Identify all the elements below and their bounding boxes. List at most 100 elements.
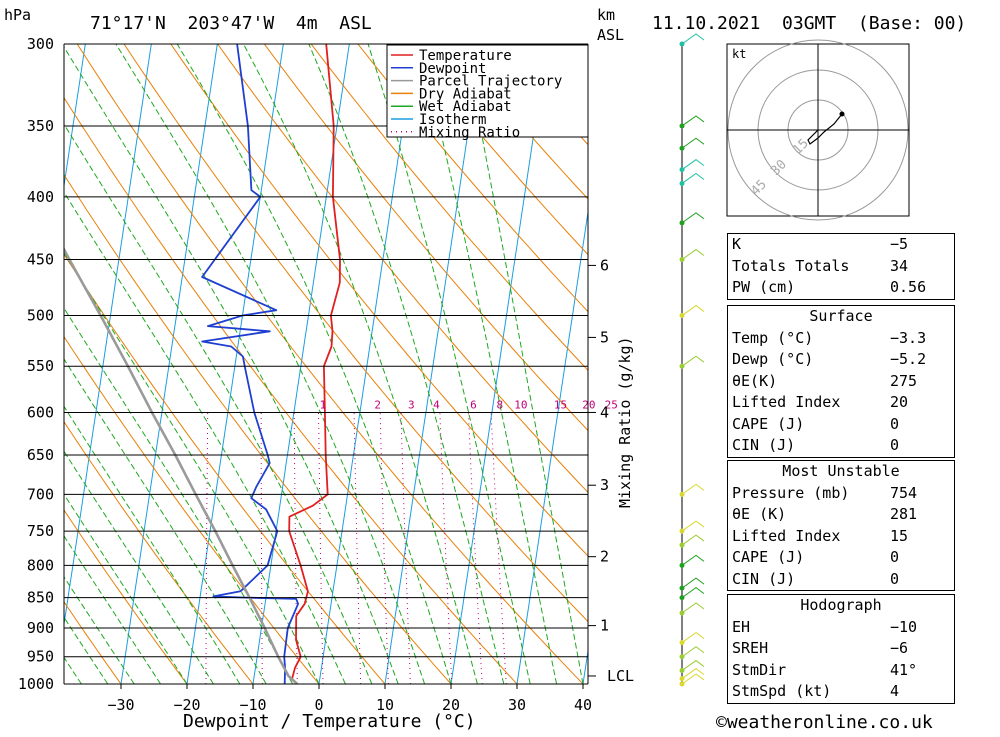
dewpoint-profile-line	[202, 44, 298, 684]
isotherm-line	[0, 44, 19, 684]
wind-barb	[682, 521, 704, 531]
wind-barb	[682, 356, 704, 366]
index-value: 41°	[890, 660, 950, 682]
index-label: θE (K)	[732, 504, 786, 526]
temperature-profile-line	[289, 44, 340, 684]
wind-barb	[682, 138, 704, 148]
index-value: 0	[890, 569, 950, 591]
mixing-ratio-line	[354, 413, 361, 685]
km-tick-label: 4	[600, 403, 609, 421]
lcl-label: LCL	[607, 667, 634, 685]
km-tick-label: 5	[600, 328, 609, 346]
mixing-ratio-line	[261, 413, 262, 685]
index-value: −5.2	[890, 349, 950, 371]
km-tick-label: 1	[600, 617, 609, 635]
index-label: Dewp (°C)	[732, 349, 813, 371]
index-value: 20	[890, 392, 950, 414]
index-label: StmSpd (kt)	[732, 681, 831, 703]
index-row-k: K−5	[728, 234, 954, 256]
mixing-ratio-axis-title: Mixing Ratio (g/kg)	[616, 336, 634, 508]
wind-barb	[682, 306, 704, 316]
mixing-ratio-line	[401, 413, 411, 685]
mixing-ratio-tick-label: 6	[470, 398, 477, 411]
mixing-ratio-tick-label: 8	[496, 398, 503, 411]
index-label: CAPE (J)	[732, 547, 804, 569]
index-value: 0	[890, 435, 950, 457]
pressure-tick-label: 950	[27, 648, 54, 666]
hodograph-row: StmSpd (kt) 4	[728, 681, 954, 703]
wind-barb	[682, 250, 704, 260]
surface-row: θE(K)275	[728, 371, 954, 393]
dry-adiabat-line	[0, 44, 385, 684]
index-value: 754	[890, 483, 950, 505]
index-value: 15	[890, 526, 950, 548]
pressure-tick-label: 400	[27, 188, 54, 206]
hodograph-title: Hodograph	[728, 595, 954, 617]
site-credit: ©weatheronline.co.uk	[716, 712, 933, 733]
wind-barb	[682, 647, 704, 657]
wind-barb	[682, 578, 704, 588]
isotherm-line	[517, 44, 613, 684]
pressure-tick-label: 500	[27, 307, 54, 325]
mixing-ratio-tick-label: 4	[433, 398, 440, 411]
mixing-ratio-line	[440, 413, 452, 685]
km-tick-label: 2	[600, 548, 609, 566]
pressure-tick-label: 550	[27, 357, 54, 375]
index-value: 275	[890, 371, 950, 393]
index-label: EH	[732, 617, 750, 639]
wind-barb	[682, 173, 704, 183]
index-value: 281	[890, 504, 950, 526]
index-value: −5	[890, 234, 950, 256]
surface-row: CAPE (J) 0	[728, 414, 954, 436]
mixing-ratio-tick-label: 20	[582, 398, 595, 411]
pressure-tick-label: 850	[27, 589, 54, 607]
most-unstable-row: CIN (J)0	[728, 569, 954, 591]
km-unit-label: km	[597, 6, 615, 24]
index-value: −10	[890, 617, 950, 639]
most-unstable-title: Most Unstable	[728, 461, 954, 483]
mixing-ratio-lines	[206, 413, 506, 685]
index-label: Lifted Index	[732, 392, 840, 414]
mixing-ratio-tick-label: 1	[320, 398, 327, 411]
mixing-ratio-tick-label: 2	[374, 398, 381, 411]
surface-row: Dewp (°C) −5.2	[728, 349, 954, 371]
isotherm-line	[253, 44, 349, 684]
hpa-unit-label: hPa	[4, 6, 31, 24]
hodograph-unit-label: kt	[732, 47, 746, 61]
index-label: Totals Totals	[732, 256, 849, 278]
index-value: 0	[890, 414, 950, 436]
mixing-ratio-line	[380, 413, 388, 685]
hodograph-row: EH −10	[728, 617, 954, 639]
index-label: CAPE (J)	[732, 414, 804, 436]
datetime-title: 11.10.2021 03GMT (Base: 00)	[652, 13, 966, 34]
wind-barb	[682, 661, 704, 671]
wind-barb	[682, 34, 704, 44]
mixing-ratio-tick-label: 15	[554, 398, 567, 411]
x-tick-label: 40	[574, 696, 592, 714]
index-row-totals: Totals Totals 34	[728, 256, 954, 278]
index-label: Temp (°C)	[732, 328, 813, 350]
wind-barb	[682, 674, 704, 684]
km-tick-label: 3	[600, 476, 609, 494]
x-axis-title: Dewpoint / Temperature (°C)	[183, 711, 476, 732]
dry-adiabat-line	[0, 44, 451, 684]
most-unstable-row: θE (K) 281	[728, 504, 954, 526]
index-value: 4	[890, 681, 950, 703]
index-value: −6	[890, 638, 950, 660]
wind-barb	[682, 484, 704, 494]
surface-table: Surface Temp (°C)−3.3 Dewp (°C)−5.2 θE(K…	[727, 305, 955, 458]
x-tick-label: −30	[107, 696, 134, 714]
pressure-tick-label: 300	[27, 35, 54, 53]
asl-unit-label: ASL	[597, 26, 624, 44]
wet-adiabat-line	[177, 44, 451, 684]
surface-row: Temp (°C)−3.3	[728, 328, 954, 350]
pressure-tick-label: 750	[27, 522, 54, 540]
index-label: Pressure (mb)	[732, 483, 849, 505]
index-value: 34	[890, 256, 950, 278]
